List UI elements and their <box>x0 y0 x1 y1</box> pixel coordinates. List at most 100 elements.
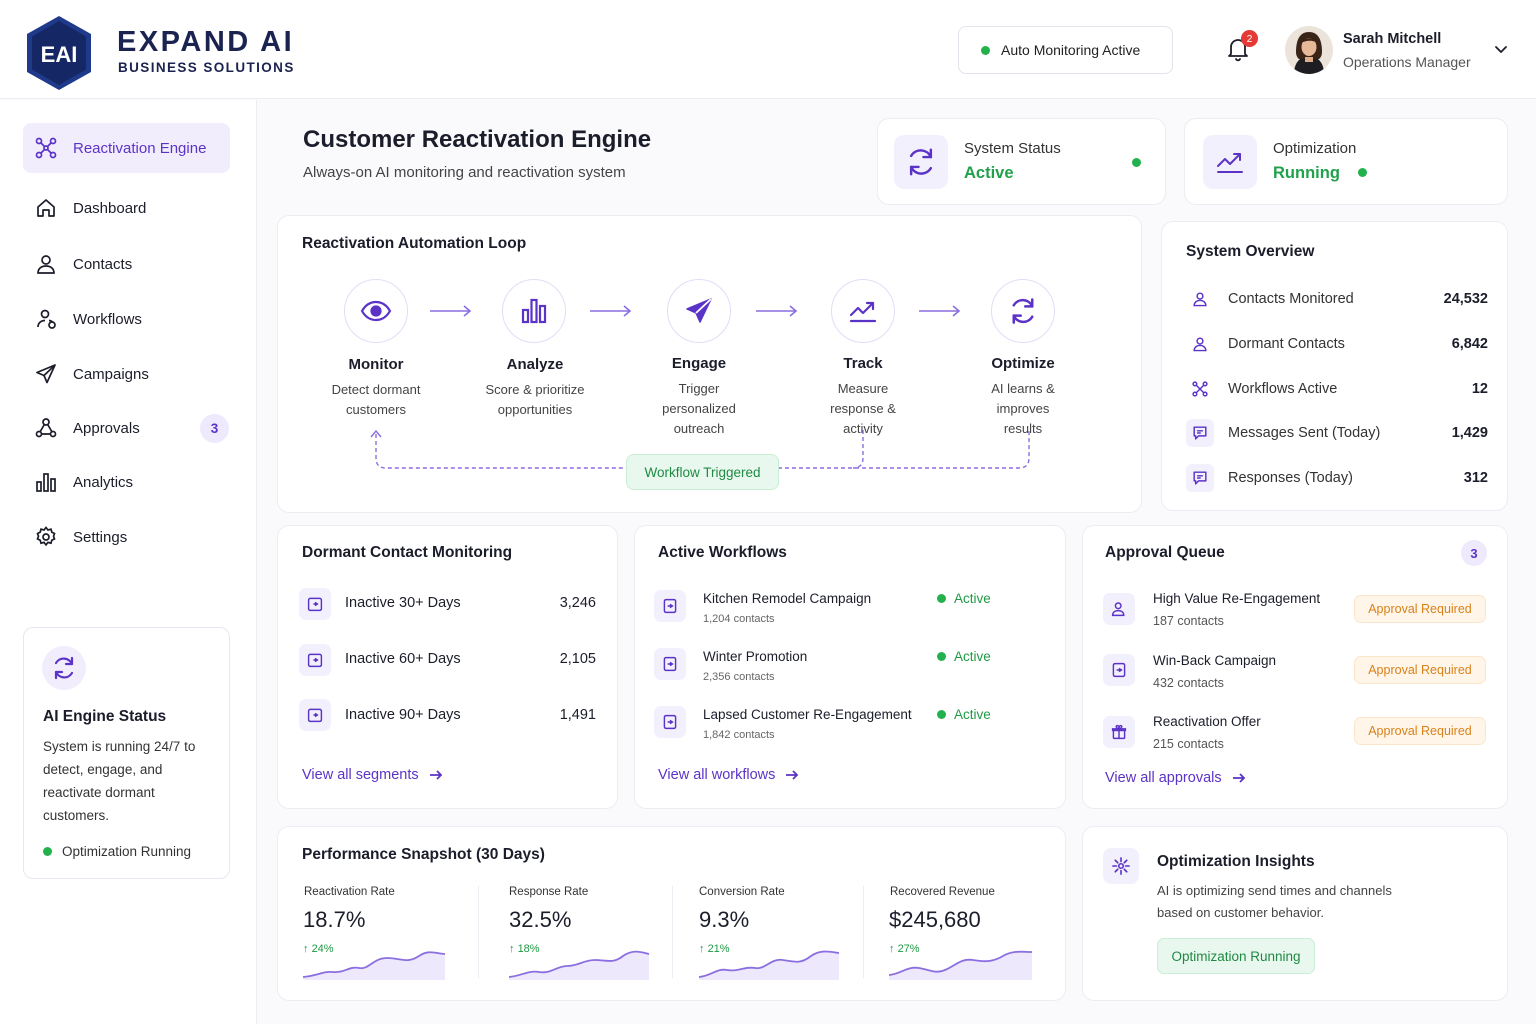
engine-status-indicator: Optimization Running <box>43 844 191 859</box>
workflow-status: Active <box>937 649 991 664</box>
sidebar-item-label: Contacts <box>73 255 133 273</box>
send-icon[interactable] <box>667 279 731 343</box>
approval-name[interactable]: High Value Re-Engagement <box>1153 591 1321 606</box>
sidebar-item-reactivation-engine[interactable]: Reactivation Engine <box>23 123 230 173</box>
auto-monitoring-status[interactable]: Auto Monitoring Active <box>958 26 1173 74</box>
approval-name[interactable]: Reactivation Offer <box>1153 714 1261 729</box>
overview-row: Responses (Today) 312 <box>1186 464 1488 492</box>
eye-icon[interactable] <box>344 279 408 343</box>
sidebar-item-workflows[interactable]: Workflows <box>23 294 230 344</box>
bar-chart-icon[interactable] <box>502 279 566 343</box>
status-dot <box>1358 168 1367 177</box>
arrow-right-icon <box>429 770 442 780</box>
trend-icon[interactable] <box>831 279 895 343</box>
calendar-icon <box>299 644 331 676</box>
view-all-approvals-link[interactable]: View all approvals <box>1105 770 1246 786</box>
approval-required-badge[interactable]: Approval Required <box>1354 656 1486 684</box>
automation-loop-title: Reactivation Automation Loop <box>302 235 527 252</box>
overview-label: Contacts Monitored <box>1228 291 1354 307</box>
sparkline <box>509 950 649 980</box>
ai-engine-status-card: AI Engine Status System is running 24/7 … <box>23 627 230 879</box>
loop-step-name: Analyze <box>506 356 564 373</box>
engine-status-title: AI Engine Status <box>43 708 167 725</box>
sidebar-item-analytics[interactable]: Analytics <box>23 457 230 507</box>
brand-name: EXPAND AI <box>117 26 295 58</box>
sidebar: Reactivation Engine Dashboard Contacts W… <box>0 100 257 1024</box>
workflow-name[interactable]: Winter Promotion <box>703 649 808 664</box>
sparkle-icon <box>1103 848 1139 884</box>
document-icon <box>1103 654 1135 686</box>
sidebar-item-label: Approvals <box>73 419 140 437</box>
workflow-name[interactable]: Lapsed Customer Re-Engagement <box>703 707 912 722</box>
loop-step-name: Monitor <box>348 356 404 373</box>
network-icon <box>35 137 57 159</box>
overview-row: Messages Sent (Today) 1,429 <box>1186 419 1488 447</box>
optimization-status-card: Optimization Running <box>1184 118 1508 205</box>
chevron-down-icon[interactable] <box>1494 44 1508 56</box>
link-label: View all segments <box>302 767 419 783</box>
kpi-value: 18.7% <box>303 907 366 932</box>
sidebar-item-dashboard[interactable]: Dashboard <box>23 183 230 233</box>
loop-step-desc: Trigger personalized outreach <box>662 381 736 436</box>
overview-value: 6,842 <box>1451 336 1488 352</box>
user-name: Sarah Mitchell <box>1343 31 1442 47</box>
sidebar-item-settings[interactable]: Settings <box>23 512 230 562</box>
kpi-delta: ↑ 27% <box>889 943 920 955</box>
document-icon <box>654 648 686 680</box>
view-all-segments-link[interactable]: View all segments <box>302 767 443 783</box>
approval-name[interactable]: Win-Back Campaign <box>1153 653 1277 668</box>
workflow-contacts: 1,204 contacts <box>703 613 775 625</box>
overview-label: Messages Sent (Today) <box>1228 425 1381 441</box>
link-label: View all approvals <box>1105 770 1222 786</box>
calendar-icon <box>299 588 331 620</box>
loop-step-name: Track <box>843 355 883 372</box>
refresh-icon <box>894 135 948 189</box>
status-dot <box>937 594 946 603</box>
bar-chart-icon <box>36 473 56 492</box>
performance-title: Performance Snapshot (30 Days) <box>302 846 545 863</box>
view-all-workflows-link[interactable]: View all workflows <box>658 767 799 783</box>
engine-status-text: Optimization Running <box>62 844 192 859</box>
arrow-right-icon <box>1232 773 1245 783</box>
approval-required-badge[interactable]: Approval Required <box>1354 595 1486 623</box>
segment-value: 1,491 <box>559 707 596 723</box>
calendar-icon <box>299 699 331 731</box>
kpi-delta: ↑ 21% <box>699 943 730 955</box>
overview-row: Workflows Active 12 <box>1186 375 1488 403</box>
user-check-icon <box>1103 593 1135 625</box>
workflow-name[interactable]: Kitchen Remodel Campaign <box>703 591 872 606</box>
approval-required-badge[interactable]: Approval Required <box>1354 717 1486 745</box>
kpi-label: Conversion Rate <box>699 886 785 898</box>
kpi-divider <box>478 886 479 978</box>
dormant-monitoring-title: Dormant Contact Monitoring <box>302 544 513 561</box>
engine-status-description: System is running 24/7 to detect, engage… <box>43 739 196 823</box>
approvals-icon <box>35 418 57 438</box>
system-status-label: System Status <box>964 140 1061 157</box>
workflow-contacts: 1,842 contacts <box>703 729 775 741</box>
sidebar-item-contacts[interactable]: Contacts <box>23 239 230 289</box>
refresh-icon <box>42 646 86 690</box>
send-icon <box>36 364 56 384</box>
avatar[interactable] <box>1285 26 1333 74</box>
approval-queue-title: Approval Queue <box>1105 544 1225 561</box>
approval-contacts: 215 contacts <box>1153 737 1224 751</box>
overview-value: 1,429 <box>1451 425 1488 441</box>
workflow-status: Active <box>937 707 991 722</box>
user-icon <box>1186 330 1214 358</box>
segment-label: Inactive 90+ Days <box>345 707 461 723</box>
loop-step-name: Engage <box>671 355 727 372</box>
loop-step-desc: Measure response & activity <box>830 381 896 436</box>
status-dot <box>43 847 52 856</box>
notification-badge: 2 <box>1241 30 1258 47</box>
loop-step-desc: AI learns & improves results <box>991 381 1055 436</box>
refresh-icon[interactable] <box>991 279 1055 343</box>
monitoring-label: Auto Monitoring Active <box>1001 42 1141 58</box>
system-status-card: System Status Active <box>877 118 1166 205</box>
sidebar-item-approvals[interactable]: Approvals 3 <box>23 403 230 453</box>
loop-step-desc: Score & prioritize opportunities <box>485 382 585 417</box>
brand-logo[interactable]: EAI <box>24 14 94 92</box>
dormant-monitoring-card <box>277 525 618 809</box>
sidebar-item-campaigns[interactable]: Campaigns <box>23 349 230 399</box>
kpi-value: $245,680 <box>889 907 981 932</box>
workflow-status: Active <box>937 591 991 606</box>
